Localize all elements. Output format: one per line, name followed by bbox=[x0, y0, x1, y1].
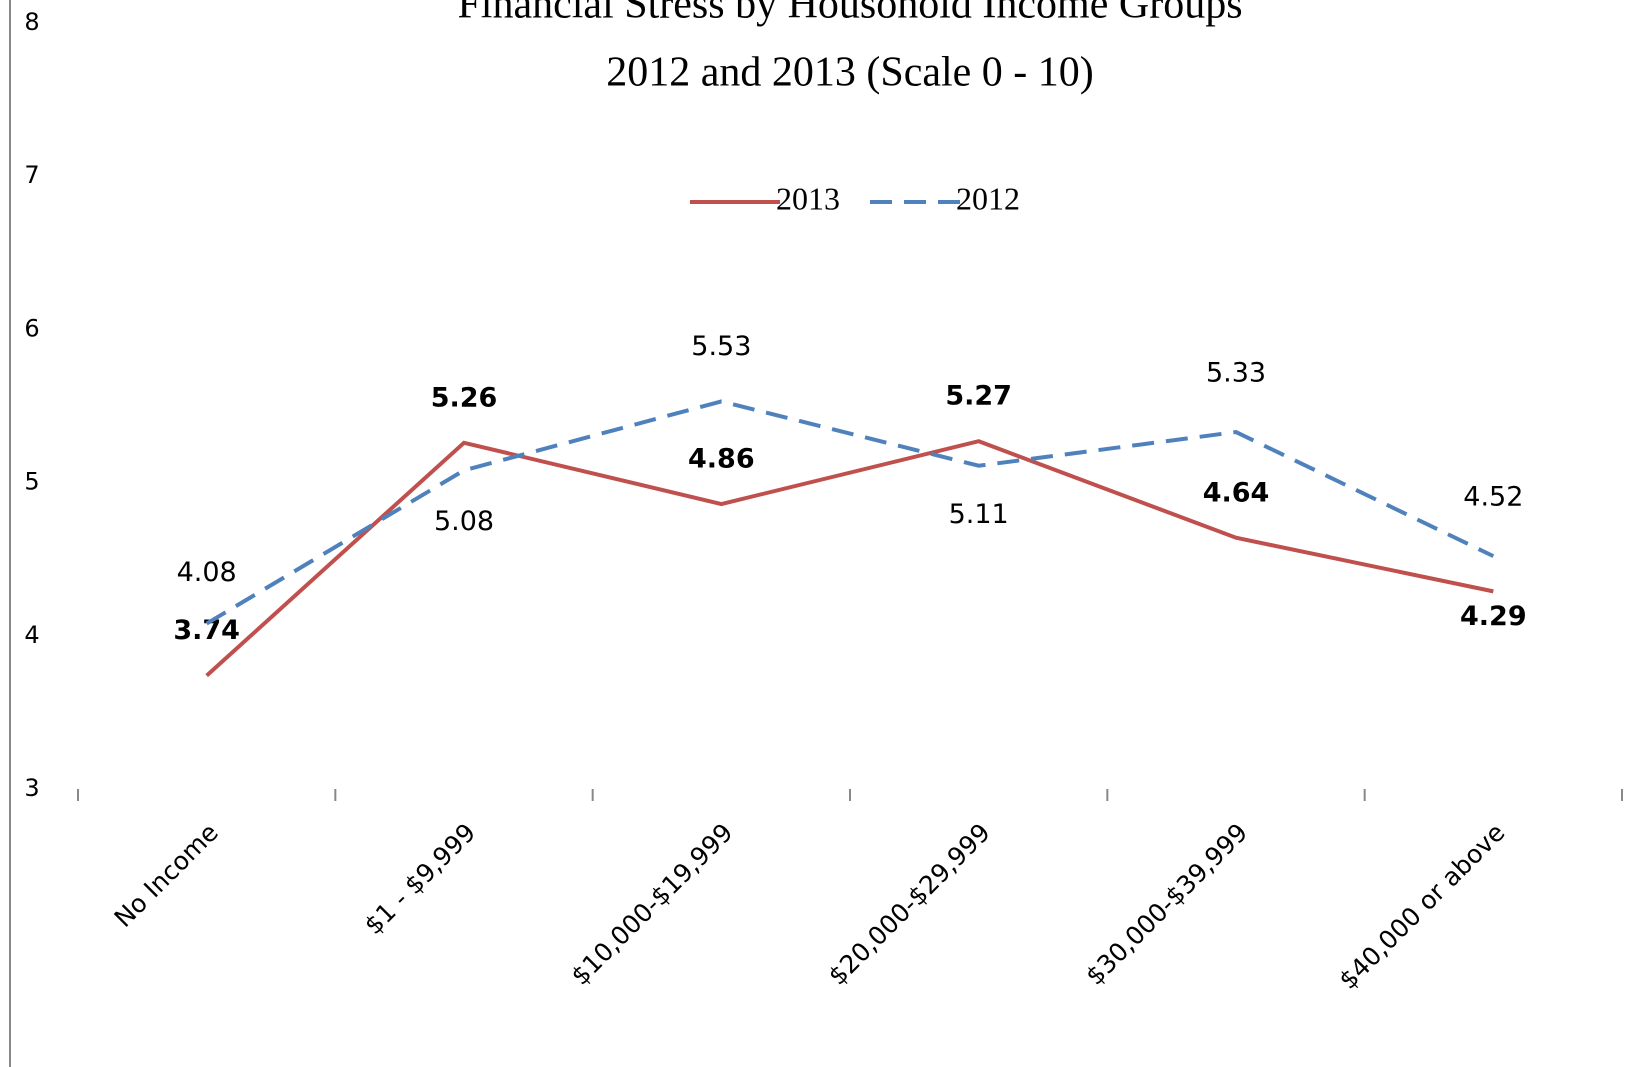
x-tick-label: $40,000 or above bbox=[1333, 818, 1510, 995]
data-label: 5.11 bbox=[949, 499, 1009, 530]
data-label: 4.29 bbox=[1460, 601, 1527, 632]
x-tick-label: No Income bbox=[109, 818, 224, 933]
data-label: 3.74 bbox=[173, 615, 240, 646]
data-label: 5.26 bbox=[431, 382, 498, 413]
line-series bbox=[205, 399, 1495, 626]
chart-title: Financial Stress by Housohold Income Gro… bbox=[457, 0, 1242, 28]
data-label: 4.86 bbox=[688, 444, 755, 475]
x-tick-label: $30,000-$39,999 bbox=[1080, 818, 1253, 991]
data-label: 4.64 bbox=[1203, 477, 1270, 508]
y-tick-label: 7 bbox=[24, 161, 39, 189]
legend-label: 2013 bbox=[776, 180, 840, 216]
data-label: 5.53 bbox=[691, 331, 751, 362]
y-tick-label: 5 bbox=[24, 468, 39, 496]
data-label: 5.27 bbox=[945, 381, 1012, 412]
chart-subtitle: 2012 and 2013 (Scale 0 - 10) bbox=[606, 50, 1094, 96]
data-label: 5.08 bbox=[434, 506, 494, 537]
y-tick-label: 8 bbox=[24, 8, 39, 36]
data-label: 4.52 bbox=[1463, 482, 1523, 513]
y-tick-label: 4 bbox=[24, 621, 39, 649]
x-tick-label: $20,000-$29,999 bbox=[823, 818, 996, 991]
data-label: 5.33 bbox=[1206, 358, 1266, 389]
x-tick-label: $1 - $9,999 bbox=[359, 818, 481, 940]
x-tick-label: $10,000-$19,999 bbox=[565, 818, 738, 991]
y-tick-label: 3 bbox=[24, 774, 39, 802]
legend-label: 2012 bbox=[956, 180, 1020, 216]
line-series bbox=[205, 439, 1494, 678]
data-label: 4.08 bbox=[177, 557, 237, 588]
y-tick-label: 6 bbox=[24, 314, 39, 342]
